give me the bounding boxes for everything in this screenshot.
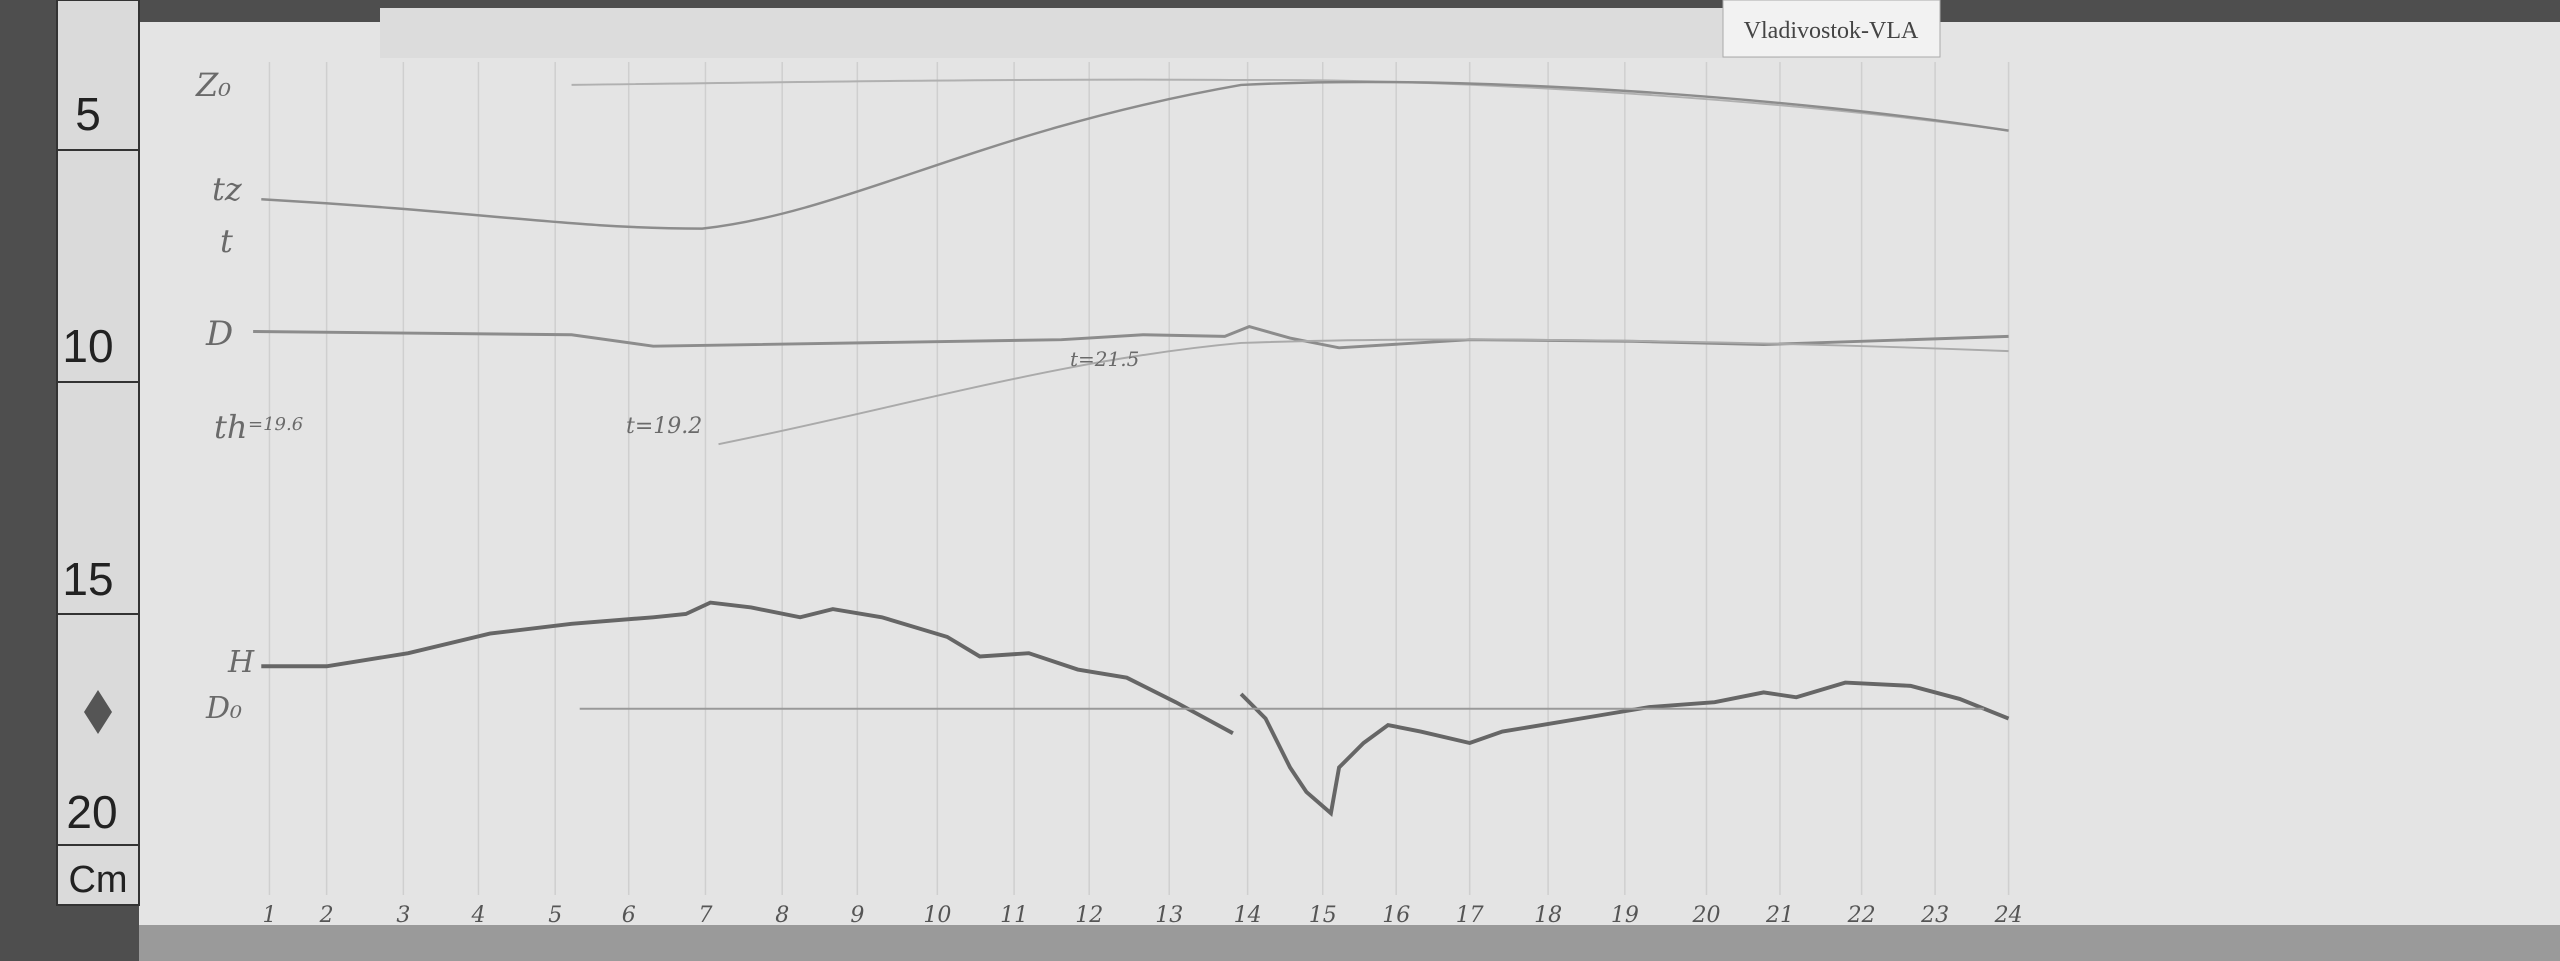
trace-label: tz bbox=[212, 170, 243, 208]
annotation: t=19.2 bbox=[626, 414, 702, 439]
annotation: =19.6 bbox=[248, 414, 303, 435]
hour-label: 7 bbox=[698, 903, 712, 928]
trace-label: t bbox=[220, 222, 233, 260]
ruler-label: 20 bbox=[66, 786, 117, 838]
hour-label: 16 bbox=[1382, 903, 1410, 928]
hour-label: 21 bbox=[1765, 903, 1794, 928]
trace-label: D₀ bbox=[205, 691, 242, 726]
hour-label: 1 bbox=[262, 903, 276, 928]
hour-label: 20 bbox=[1691, 903, 1720, 928]
trace-label: Z₀ bbox=[195, 66, 231, 104]
paper-bottom-edge bbox=[139, 925, 2560, 961]
hour-label: 4 bbox=[470, 903, 485, 928]
trace-label: H bbox=[227, 645, 255, 680]
station-name: Vladivostok-VLA bbox=[1744, 18, 1919, 44]
hour-label: 22 bbox=[1847, 903, 1876, 928]
hour-label: 18 bbox=[1534, 903, 1562, 928]
hour-label: 15 bbox=[1309, 903, 1337, 928]
hour-label: 10 bbox=[923, 903, 951, 928]
hour-label: 9 bbox=[850, 903, 864, 928]
traces bbox=[253, 78, 2010, 817]
hour-label: 2 bbox=[319, 903, 334, 928]
hour-label: 14 bbox=[1234, 903, 1262, 928]
hour-label: 11 bbox=[1000, 903, 1028, 928]
hour-label: 5 bbox=[548, 903, 562, 928]
hour-label: 13 bbox=[1155, 903, 1183, 928]
hour-label: 6 bbox=[622, 903, 636, 928]
hour-label: 3 bbox=[396, 903, 410, 928]
hour-label: 24 bbox=[1994, 903, 2023, 928]
trace-label: th bbox=[214, 408, 247, 446]
ruler-unit: Cm bbox=[68, 859, 127, 901]
station-tag bbox=[1722, 0, 1941, 58]
tz-trace bbox=[261, 80, 2009, 230]
ruler-marker bbox=[84, 690, 112, 734]
paper bbox=[139, 22, 2560, 942]
hour-label: 19 bbox=[1611, 903, 1639, 928]
hour-label: 17 bbox=[1456, 903, 1484, 928]
th-trace bbox=[718, 338, 2009, 446]
hour-label: 23 bbox=[1920, 903, 1949, 928]
z-trace bbox=[571, 78, 2009, 132]
annotation: t=21.5 bbox=[1070, 347, 1139, 371]
hour-label: 12 bbox=[1075, 903, 1103, 928]
hour-label: 8 bbox=[775, 903, 789, 928]
paper-strip bbox=[380, 8, 1780, 58]
h-trace bbox=[261, 600, 2010, 817]
ruler-label: 5 bbox=[75, 88, 101, 140]
trace-label: D bbox=[205, 314, 233, 354]
ruler-label: 10 bbox=[62, 320, 113, 372]
ruler-label: 15 bbox=[62, 553, 113, 605]
